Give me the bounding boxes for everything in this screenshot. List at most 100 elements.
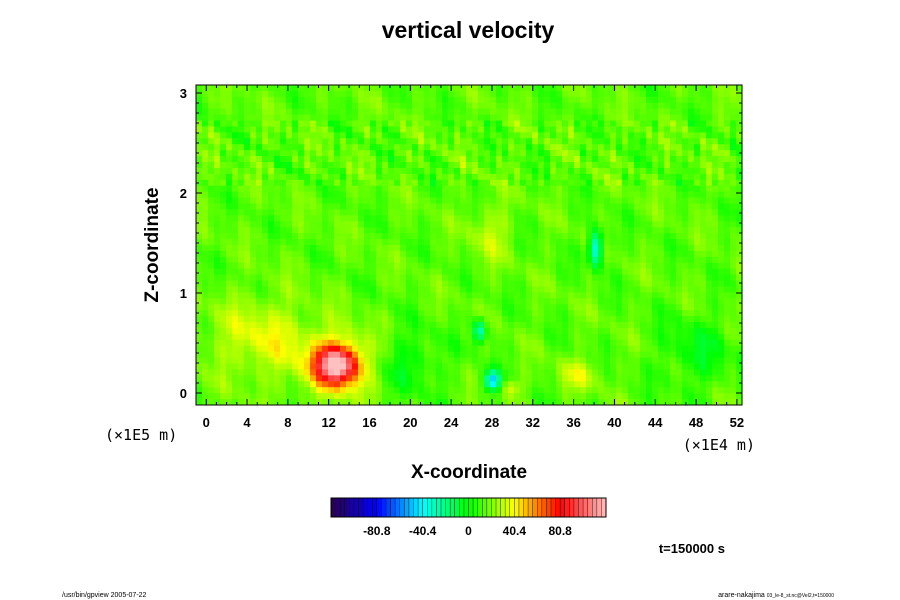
heatmap-cell: [208, 85, 215, 92]
heatmap-cell: [514, 245, 521, 252]
heatmap-cell: [616, 381, 623, 388]
heatmap-cell: [688, 369, 695, 376]
heatmap-cell: [382, 286, 389, 294]
heatmap-cell: [466, 327, 473, 335]
heatmap-cell: [496, 322, 503, 329]
heatmap-cell: [562, 322, 569, 329]
heatmap-cell: [592, 114, 599, 122]
heatmap-cell: [412, 108, 419, 116]
heatmap-cell: [370, 138, 377, 145]
heatmap-cell: [550, 108, 557, 116]
heatmap-cell: [376, 304, 383, 311]
heatmap-cell: [304, 327, 311, 335]
heatmap-cell: [700, 351, 707, 359]
heatmap-cell: [316, 256, 323, 264]
heatmap-cell: [724, 203, 731, 211]
heatmap-cell: [214, 274, 221, 282]
heatmap-cell: [334, 150, 341, 157]
heatmap-cell: [694, 375, 701, 382]
heatmap-cell: [550, 197, 557, 205]
heatmap-cell: [220, 292, 227, 299]
heatmap-cell: [694, 399, 701, 405]
heatmap-cell: [406, 351, 413, 359]
heatmap-cell: [436, 387, 443, 394]
heatmap-cell: [340, 393, 347, 400]
heatmap-cell: [262, 363, 269, 371]
heatmap-cell: [538, 280, 545, 288]
heatmap-cell: [712, 215, 719, 222]
heatmap-cell: [274, 233, 281, 240]
heatmap-cell: [442, 363, 449, 371]
heatmap-cell: [262, 96, 269, 104]
heatmap-cell: [676, 339, 683, 347]
heatmap-cell: [436, 345, 443, 353]
heatmap-cell: [466, 250, 473, 258]
heatmap-cell: [730, 197, 737, 205]
heatmap-cell: [712, 185, 719, 193]
heatmap-cell: [676, 310, 683, 317]
heatmap-cell: [418, 191, 425, 199]
heatmap-cell: [538, 102, 545, 110]
heatmap-cell: [268, 227, 275, 234]
heatmap-cell: [676, 227, 683, 234]
heatmap-cell: [694, 185, 701, 193]
heatmap-cell: [370, 150, 377, 157]
heatmap-cell: [364, 399, 371, 405]
heatmap-cell: [472, 256, 479, 264]
heatmap-cell: [478, 138, 485, 145]
heatmap-cell: [430, 292, 437, 299]
heatmap-cell: [400, 381, 407, 388]
heatmap-cell: [328, 185, 335, 193]
heatmap-cell: [406, 304, 413, 311]
heatmap-cell: [658, 185, 665, 193]
heatmap-cell: [376, 102, 383, 110]
heatmap-cell: [550, 256, 557, 264]
heatmap-cell: [712, 233, 719, 240]
heatmap-cell: [568, 339, 575, 347]
heatmap-cell: [394, 185, 401, 193]
heatmap-cell: [604, 339, 611, 347]
heatmap-cell: [604, 280, 611, 288]
heatmap-cell: [682, 345, 689, 353]
heatmap-cell: [580, 167, 587, 175]
heatmap-cell: [436, 375, 443, 382]
heatmap-cell: [718, 369, 725, 376]
heatmap-cell: [430, 108, 437, 116]
heatmap-cell: [370, 227, 377, 234]
heatmap-cell: [256, 286, 263, 294]
heatmap-cell: [316, 191, 323, 199]
heatmap-cell: [556, 363, 563, 371]
heatmap-cell: [430, 173, 437, 181]
heatmap-cell: [196, 227, 203, 234]
heatmap-cell: [586, 108, 593, 116]
heatmap-cell: [490, 381, 497, 388]
heatmap-cell: [298, 120, 305, 128]
heatmap-cell: [220, 339, 227, 347]
heatmap-cell: [730, 310, 737, 317]
heatmap-cell: [502, 126, 509, 134]
heatmap-cell: [592, 316, 599, 323]
heatmap-cell: [622, 162, 629, 169]
heatmap-cell: [526, 185, 533, 193]
heatmap-cell: [400, 280, 407, 288]
heatmap-cell: [604, 215, 611, 222]
heatmap-cell: [322, 345, 329, 353]
heatmap-cell: [604, 274, 611, 282]
heatmap-cell: [562, 239, 569, 246]
heatmap-cell: [466, 280, 473, 288]
heatmap-cell: [688, 292, 695, 299]
heatmap-cell: [382, 262, 389, 270]
heatmap-cell: [388, 339, 395, 347]
heatmap-cell: [634, 90, 641, 98]
heatmap-cell: [568, 268, 575, 276]
heatmap-cell: [400, 304, 407, 311]
heatmap-cell: [448, 298, 455, 305]
heatmap-cell: [310, 322, 317, 329]
heatmap-cell: [634, 381, 641, 388]
heatmap-cell: [286, 233, 293, 240]
heatmap-cell: [592, 262, 599, 270]
heatmap-cell: [460, 333, 467, 341]
heatmap-cell: [298, 85, 305, 92]
heatmap-cell: [226, 333, 233, 341]
heatmap-cell: [466, 245, 473, 252]
